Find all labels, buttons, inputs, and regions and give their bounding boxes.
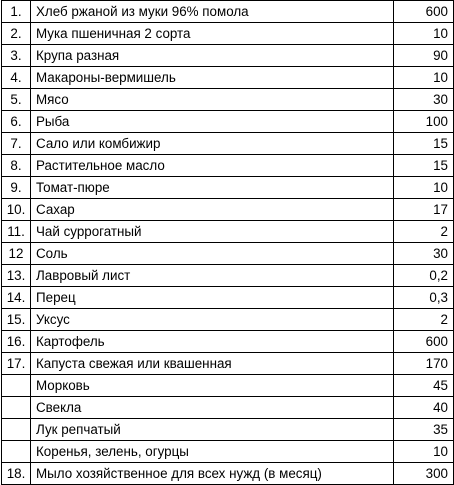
- row-number: 3.: [1, 44, 31, 67]
- table-row: 10. Сахар 17: [1, 198, 454, 221]
- product-quantity: 2: [393, 220, 454, 243]
- product-name: Чай суррогатный: [30, 220, 394, 243]
- product-name: Лавровый лист: [30, 264, 394, 287]
- row-number: 17.: [1, 352, 31, 375]
- product-quantity: 90: [393, 44, 454, 67]
- product-name: Сахар: [30, 198, 394, 221]
- table-row: 5. Мясо 30: [1, 88, 454, 111]
- product-name: Уксус: [30, 308, 394, 331]
- product-name: Соль: [30, 242, 394, 265]
- product-name: Мыло хозяйственное для всех нужд (в меся…: [30, 462, 394, 485]
- product-quantity: 2: [393, 308, 454, 331]
- row-number: 18.: [1, 462, 31, 485]
- product-quantity: 30: [393, 88, 454, 111]
- table-row: 11. Чай суррогатный 2: [1, 220, 454, 243]
- product-name: Перец: [30, 286, 394, 309]
- table-row: 7. Сало или комбижир 15: [1, 132, 454, 155]
- product-quantity: 17: [393, 198, 454, 221]
- product-name: Лук репчатый: [30, 418, 394, 441]
- row-number: 13.: [1, 264, 31, 287]
- row-number: 10.: [1, 198, 31, 221]
- product-name: Свекла: [30, 396, 394, 419]
- row-number: 2.: [1, 22, 31, 45]
- table-row: Лук репчатый 35: [1, 418, 454, 441]
- row-number: 1.: [1, 0, 31, 23]
- product-quantity: 0,2: [393, 264, 454, 287]
- row-number: 5.: [1, 88, 31, 111]
- table-row: 3. Крупа разная 90: [1, 44, 454, 67]
- row-number: 6.: [1, 110, 31, 133]
- product-quantity: 40: [393, 396, 454, 419]
- product-quantity: 600: [393, 0, 454, 23]
- product-quantity: 15: [393, 154, 454, 177]
- row-number: 11.: [1, 220, 31, 243]
- row-number: 12: [1, 242, 31, 265]
- row-number: 8.: [1, 154, 31, 177]
- product-quantity: 30: [393, 242, 454, 265]
- product-name: Крупа разная: [30, 44, 394, 67]
- table-row: Свекла 40: [1, 396, 454, 419]
- product-name: Капуста свежая или квашенная: [30, 352, 394, 375]
- product-name: Коренья, зелень, огурцы: [30, 440, 394, 463]
- row-number: [1, 440, 31, 463]
- product-quantity: 10: [393, 176, 454, 199]
- product-name: Хлеб ржаной из муки 96% помола: [30, 0, 394, 23]
- row-number: [1, 374, 31, 397]
- product-quantity: 0,3: [393, 286, 454, 309]
- table-row: 13. Лавровый лист 0,2: [1, 264, 454, 287]
- product-quantity: 300: [393, 462, 454, 485]
- table-row: Морковь 45: [1, 374, 454, 397]
- table-row: 2. Мука пшеничная 2 сорта 10: [1, 22, 454, 45]
- table-row: 4. Макароны-вермишель 10: [1, 66, 454, 89]
- product-quantity: 600: [393, 330, 454, 353]
- table-row: 1. Хлеб ржаной из муки 96% помола 600: [1, 0, 454, 23]
- product-quantity: 15: [393, 132, 454, 155]
- product-quantity: 10: [393, 66, 454, 89]
- product-name: Картофель: [30, 330, 394, 353]
- table-row: 12 Соль 30: [1, 242, 454, 265]
- table-row: Коренья, зелень, огурцы 10: [1, 440, 454, 463]
- product-quantity: 10: [393, 22, 454, 45]
- row-number: 14.: [1, 286, 31, 309]
- table-row: 14. Перец 0,3: [1, 286, 454, 309]
- product-name: Томат-пюре: [30, 176, 394, 199]
- product-name: Растительное масло: [30, 154, 394, 177]
- product-name: Мясо: [30, 88, 394, 111]
- table-row: 15. Уксус 2: [1, 308, 454, 331]
- row-number: [1, 396, 31, 419]
- table-row: 8. Растительное масло 15: [1, 154, 454, 177]
- table-row: 18. Мыло хозяйственное для всех нужд (в м…: [1, 462, 454, 485]
- product-name: Рыба: [30, 110, 394, 133]
- product-quantity: 10: [393, 440, 454, 463]
- product-name: Макароны-вермишель: [30, 66, 394, 89]
- product-quantity: 100: [393, 110, 454, 133]
- table-row: 16. Картофель 600: [1, 330, 454, 353]
- row-number: 4.: [1, 66, 31, 89]
- product-quantity: 45: [393, 374, 454, 397]
- product-quantity: 35: [393, 418, 454, 441]
- product-name: Мука пшеничная 2 сорта: [30, 22, 394, 45]
- table-row: 9. Томат-пюре 10: [1, 176, 454, 199]
- product-name: Морковь: [30, 374, 394, 397]
- row-number: 7.: [1, 132, 31, 155]
- row-number: 15.: [1, 308, 31, 331]
- row-number: 9.: [1, 176, 31, 199]
- row-number: [1, 418, 31, 441]
- table-row: 6. Рыба 100: [1, 110, 454, 133]
- table-row: 17. Капуста свежая или квашенная 170: [1, 352, 454, 375]
- product-name: Сало или комбижир: [30, 132, 394, 155]
- product-quantity: 170: [393, 352, 454, 375]
- row-number: 16.: [1, 330, 31, 353]
